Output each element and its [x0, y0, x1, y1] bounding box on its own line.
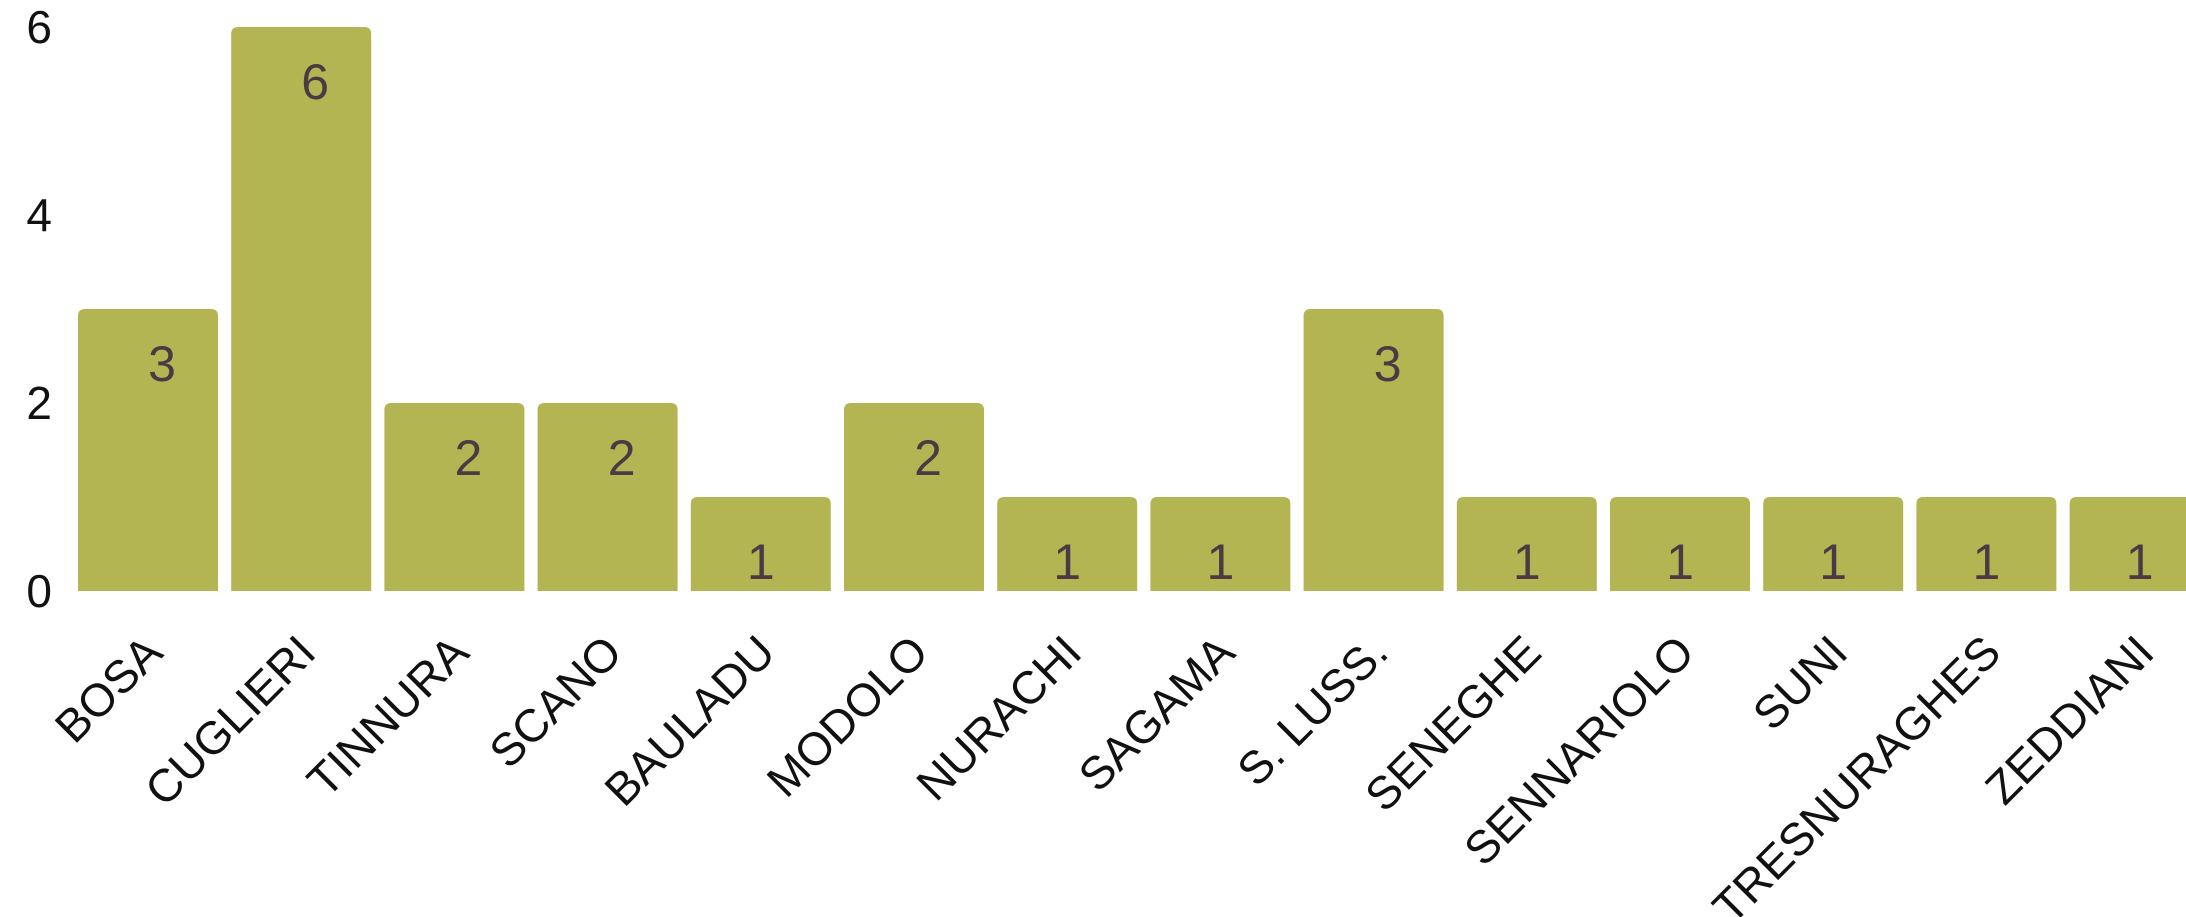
bar-value-label: 1 — [1206, 534, 1234, 590]
x-tick-label: ZEDDIANI — [1975, 625, 2164, 814]
x-tick-label: SUNI — [1743, 625, 1857, 739]
bar-value-label: 1 — [747, 534, 775, 590]
x-tick-label: TRESNURAGHES — [1702, 625, 2010, 917]
bar — [1610, 497, 1750, 591]
bar-value-label: 1 — [2126, 534, 2154, 590]
x-tick-label: MODOLO — [757, 625, 938, 806]
bar-value-label: 2 — [608, 430, 636, 486]
x-tick-label: BOSA — [45, 625, 172, 752]
bar — [997, 497, 1138, 591]
bar — [2069, 497, 2186, 591]
bar-value-label: 2 — [454, 430, 482, 486]
bar — [1763, 497, 1904, 591]
bar — [844, 403, 984, 591]
y-axis: 0 2 4 6 — [26, 1, 52, 617]
bar-value-label: 1 — [1666, 534, 1694, 590]
bar — [1150, 497, 1291, 591]
bar-value-label: 2 — [914, 430, 942, 486]
bar-value-label: 3 — [148, 336, 176, 392]
y-tick-label: 4 — [26, 189, 52, 241]
bar — [1456, 497, 1597, 591]
x-tick-label: TINNURA — [297, 625, 479, 807]
bar-value-label: 1 — [1513, 534, 1541, 590]
y-tick-label: 2 — [26, 377, 52, 429]
bar-value-label: 1 — [1972, 534, 2000, 590]
x-tick-label: SCANO — [479, 625, 631, 777]
bar-value-label: 1 — [1053, 534, 1081, 590]
bars — [78, 27, 2186, 591]
data-labels: 3 6 2 2 1 2 1 1 3 1 1 1 1 1 — [148, 54, 2153, 590]
bar — [231, 27, 372, 591]
bar — [78, 309, 218, 591]
bar-value-label: 6 — [301, 54, 329, 110]
x-tick-label: NURACHI — [906, 625, 1091, 810]
bar — [1916, 497, 2057, 591]
bar-value-label: 1 — [1819, 534, 1847, 590]
x-tick-label: SAGAMA — [1068, 625, 1244, 801]
bar — [537, 403, 678, 591]
bar — [1303, 309, 1444, 591]
y-tick-label: 6 — [26, 1, 52, 53]
bar — [690, 497, 831, 591]
y-tick-label: 0 — [26, 565, 52, 617]
bar-value-label: 3 — [1374, 336, 1402, 392]
bar — [384, 403, 525, 591]
